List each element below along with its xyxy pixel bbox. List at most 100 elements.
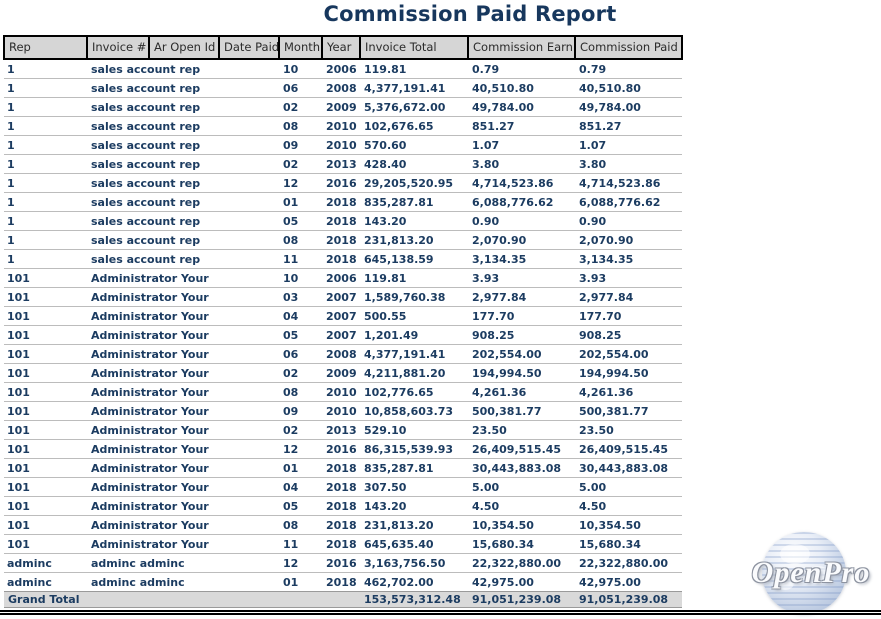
cell-name: sales account rep — [91, 233, 201, 247]
cell-name: Administrator Your — [91, 423, 209, 437]
cell-year: 2018 — [326, 575, 357, 589]
cell-rep: 101 — [7, 404, 30, 418]
cell-commission-earn: 0.79 — [472, 62, 500, 76]
cell-month: 09 — [283, 404, 299, 418]
cell-commission-paid: 42,975.00 — [579, 575, 641, 589]
cell-invoice-total: 570.60 — [364, 138, 407, 152]
grand-total-row: Grand Total 153,573,312.48 91,051,239.08… — [4, 591, 682, 608]
cell-rep: 1 — [7, 195, 15, 209]
cell-invoice-total: 462,702.00 — [364, 575, 434, 589]
cell-rep: 101 — [7, 271, 30, 285]
cell-year: 2018 — [326, 537, 357, 551]
cell-month: 12 — [283, 176, 299, 190]
table-row: 101 Administrator Your 12 2016 86,315,539.93… — [4, 440, 682, 459]
cell-year: 2007 — [326, 309, 357, 323]
cell-commission-paid: 3.93 — [579, 271, 607, 285]
cell-rep: 101 — [7, 518, 30, 532]
cell-rep: 1 — [7, 138, 15, 152]
cell-rep: 101 — [7, 461, 30, 475]
table-row: 101 Administrator Your 03 2007 1,589,760.38 2… — [4, 288, 682, 307]
cell-invoice-total: 4,377,191.41 — [364, 347, 446, 361]
cell-month: 05 — [283, 214, 299, 228]
cell-commission-paid: 2,977.84 — [579, 290, 634, 304]
cell-invoice-total: 835,287.81 — [364, 461, 434, 475]
cell-name: Administrator Your — [91, 271, 209, 285]
cell-commission-earn: 2,070.90 — [472, 233, 527, 247]
cell-invoice-total: 119.81 — [364, 62, 407, 76]
cell-commission-paid: 40,510.80 — [579, 81, 641, 95]
cell-invoice-total: 835,287.81 — [364, 195, 434, 209]
table-row: 101 Administrator Your 02 2009 4,211,881.20 1… — [4, 364, 682, 383]
cell-year: 2018 — [326, 252, 357, 266]
cell-commission-earn: 3,134.35 — [472, 252, 527, 266]
cell-commission-paid: 851.27 — [579, 119, 622, 133]
cell-name: sales account rep — [91, 81, 201, 95]
cell-year: 2013 — [326, 423, 357, 437]
cell-year: 2007 — [326, 290, 357, 304]
cell-month: 08 — [283, 518, 299, 532]
cell-rep: 1 — [7, 62, 15, 76]
cell-name: sales account rep — [91, 252, 201, 266]
cell-year: 2007 — [326, 328, 357, 342]
cell-rep: 1 — [7, 100, 15, 114]
cell-year: 2018 — [326, 480, 357, 494]
cell-rep: 101 — [7, 499, 30, 513]
commission-report-table: Rep Invoice # Ar Open Id Date Paid Month Year… — [3, 35, 683, 608]
cell-commission-earn: 177.70 — [472, 309, 515, 323]
cell-name: adminc adminc — [91, 575, 185, 589]
cell-invoice-total: 4,211,881.20 — [364, 366, 446, 380]
table-row: 101 Administrator Your 01 2018 835,287.81 30,… — [4, 459, 682, 478]
cell-rep: 1 — [7, 176, 15, 190]
cell-year: 2010 — [326, 119, 357, 133]
cell-commission-paid: 26,409,515.45 — [579, 442, 669, 456]
cell-commission-earn: 26,409,515.45 — [472, 442, 562, 456]
table-row: 101 Administrator Your 08 2018 231,813.20 10,… — [4, 516, 682, 535]
cell-commission-paid: 23.50 — [579, 423, 614, 437]
cell-month: 10 — [283, 62, 299, 76]
title-bar: Commission Paid Report — [0, 0, 881, 26]
table-body: 1 sales account rep 10 2006 119.81 0.79 0.79 1 s… — [4, 59, 682, 592]
cell-invoice-total: 119.81 — [364, 271, 407, 285]
cell-name: Administrator Your — [91, 499, 209, 513]
table-row: 101 Administrator Your 05 2018 143.20 4.50 4.5… — [4, 497, 682, 516]
cell-month: 12 — [283, 556, 299, 570]
cell-name: Administrator Your — [91, 518, 209, 532]
cell-commission-earn: 15,680.34 — [472, 537, 534, 551]
cell-commission-earn: 2,977.84 — [472, 290, 527, 304]
table-row: 101 Administrator Your 06 2008 4,377,191.41 2… — [4, 345, 682, 364]
cell-commission-earn: 194,994.50 — [472, 366, 542, 380]
cell-name: Administrator Your — [91, 328, 209, 342]
cell-name: sales account rep — [91, 138, 201, 152]
cell-name: Administrator Your — [91, 404, 209, 418]
cell-commission-paid: 30,443,883.08 — [579, 461, 669, 475]
cell-month: 10 — [283, 271, 299, 285]
cell-invoice-total: 143.20 — [364, 214, 407, 228]
table-row: 1 sales account rep 02 2009 5,376,672.00 49,7… — [4, 98, 682, 117]
cell-month: 06 — [283, 81, 299, 95]
cell-invoice-total: 143.20 — [364, 499, 407, 513]
cell-commission-paid: 202,554.00 — [579, 347, 649, 361]
cell-name: Administrator Your — [91, 480, 209, 494]
table-row: 1 sales account rep 09 2010 570.60 1.07 1.07 — [4, 136, 682, 155]
cell-rep: 1 — [7, 157, 15, 171]
cell-month: 08 — [283, 385, 299, 399]
cell-name: sales account rep — [91, 62, 201, 76]
cell-month: 11 — [283, 252, 299, 266]
cell-commission-paid: 500,381.77 — [579, 404, 649, 418]
cell-year: 2013 — [326, 157, 357, 171]
cell-month: 12 — [283, 442, 299, 456]
cell-month: 02 — [283, 157, 299, 171]
cell-commission-earn: 1.07 — [472, 138, 500, 152]
header-row: Rep Invoice # Ar Open Id Date Paid Month Year… — [3, 35, 683, 60]
cell-invoice-total: 307.50 — [364, 480, 407, 494]
cell-commission-paid: 3,134.35 — [579, 252, 634, 266]
cell-commission-paid: 4,714,523.86 — [579, 176, 661, 190]
cell-month: 04 — [283, 309, 299, 323]
cell-commission-earn: 23.50 — [472, 423, 507, 437]
cell-month: 01 — [283, 195, 299, 209]
column-header-invoice-total: Invoice Total — [359, 35, 469, 60]
cell-rep: 101 — [7, 480, 30, 494]
cell-rep: 1 — [7, 214, 15, 228]
cell-commission-earn: 3.93 — [472, 271, 500, 285]
cell-rep: 101 — [7, 309, 30, 323]
